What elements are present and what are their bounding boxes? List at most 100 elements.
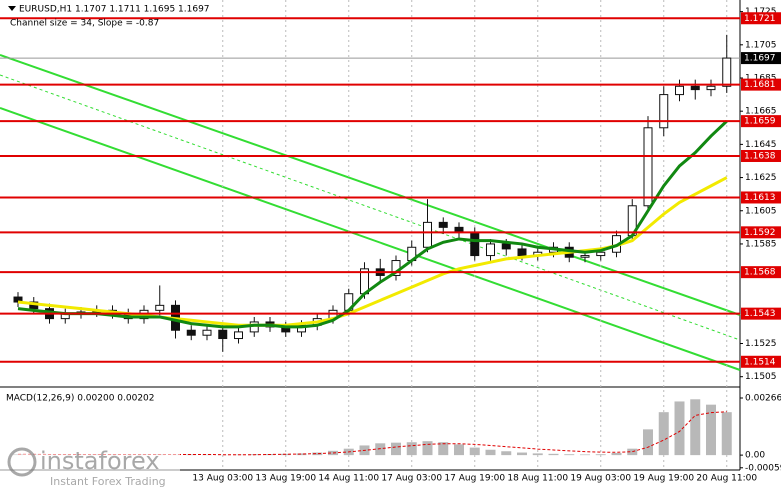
macd-bar	[438, 442, 449, 456]
candle-body	[596, 251, 606, 257]
macd-bar	[454, 444, 464, 456]
brand: instaforex	[40, 447, 160, 475]
symbol-title: EURUSD,H1 1.1707 1.1711 1.1695 1.1697	[19, 5, 210, 15]
macd-bar	[548, 453, 559, 456]
macd-bar	[517, 452, 527, 456]
candle-body	[722, 57, 732, 87]
x-tick-label: 14 Aug 11:00	[318, 474, 379, 484]
last-price-tag	[741, 52, 781, 65]
candle-body	[706, 85, 716, 91]
candle-body	[470, 231, 480, 257]
macd-bar	[422, 441, 433, 456]
macd-bar	[721, 412, 732, 456]
macd-bar	[485, 449, 496, 456]
logo-icon	[7, 447, 37, 477]
y-tick-label: 1.1665	[745, 107, 777, 117]
candle-body	[486, 243, 495, 257]
candle-body	[675, 85, 684, 96]
level-label: 1.1514	[744, 357, 776, 367]
level-tag	[741, 12, 781, 25]
level-label: 1.1721	[744, 14, 776, 24]
macd-bar	[643, 429, 653, 456]
candle-body	[297, 324, 306, 333]
level-tag	[741, 149, 781, 162]
macd-bar	[406, 442, 417, 456]
candle-body	[517, 248, 527, 257]
watermark-bg	[0, 442, 180, 489]
tagline: Instant Forex Trading	[50, 475, 166, 488]
x-tick-label: 13 Aug 19:00	[255, 474, 316, 484]
macd-bar	[501, 451, 512, 456]
channel-mid	[0, 74, 741, 341]
macd-tick-label: -0.00059	[745, 463, 781, 473]
macd-signal	[18, 411, 727, 456]
candle-body	[202, 329, 212, 336]
ma-fast	[17, 120, 728, 329]
candle-body	[580, 255, 590, 258]
y-tick-label: 1.1585	[745, 239, 777, 249]
x-tick-label: 19 Aug 19:00	[633, 474, 694, 484]
macd-bar	[658, 412, 669, 456]
macd-bar	[595, 454, 606, 456]
level-tag	[741, 78, 781, 91]
y-tick-label: 1.1645	[745, 140, 777, 150]
level-tag	[741, 355, 781, 368]
candle-body	[218, 329, 228, 340]
watermark: instaforex Instant Forex Trading	[0, 442, 180, 489]
y-tick-label: 1.1605	[745, 206, 777, 216]
x-tick-label: 17 Aug 19:00	[444, 474, 505, 484]
x-tick-label: 18 Aug 11:00	[507, 474, 568, 484]
candle-body	[155, 304, 165, 311]
y-tick-label: 1.1525	[745, 339, 777, 349]
macd-bar	[674, 401, 685, 456]
level-label: 1.1568	[744, 268, 776, 278]
channel-lower	[0, 107, 741, 371]
macd-bar	[627, 448, 638, 456]
candle-body	[690, 85, 700, 91]
level-label: 1.1613	[744, 193, 776, 203]
macd-bar	[706, 404, 716, 456]
menu-arrow	[8, 6, 16, 11]
macd-bar	[375, 443, 386, 456]
candle-body	[659, 94, 669, 129]
level-tag	[741, 307, 781, 320]
level-tag	[741, 226, 781, 239]
candle-body	[423, 221, 432, 248]
candle-body	[438, 221, 448, 228]
y-tick-label: 1.1625	[745, 173, 777, 183]
level-label: 1.1681	[744, 80, 776, 90]
x-tick-label: 13 Aug 03:00	[192, 474, 253, 484]
macd-bar	[469, 447, 480, 456]
plot	[0, 17, 740, 456]
macd-bar	[564, 454, 575, 456]
macd-tick-label: 0.00266	[745, 394, 781, 404]
candle-body	[186, 329, 196, 336]
macd-bar	[312, 452, 323, 456]
level-tag	[741, 266, 781, 279]
level-tag	[741, 191, 781, 204]
x-tick-label: 20 Aug 11:00	[696, 474, 757, 484]
y-tick-label: 1.1705	[745, 40, 777, 50]
axis-labels: 1.1725 1.1705 1.1685 1.1665 1.1645 1.1625 1.16…	[192, 7, 781, 484]
level-label: 1.1659	[744, 117, 776, 127]
y-tick-label: 1.1685	[745, 73, 777, 83]
macd-bar	[186, 454, 197, 456]
macd-bar	[580, 454, 590, 456]
candle-body	[501, 243, 511, 250]
macd-bar	[296, 453, 307, 456]
level-label: 1.1592	[744, 228, 776, 238]
last-price-label: 1.1697	[744, 54, 776, 64]
level-tag	[741, 115, 781, 128]
macd-label: MACD(12,26,9) 0.00200 0.00202	[6, 394, 155, 404]
x-tick-label: 17 Aug 03:00	[381, 474, 442, 484]
y-tick-label: 1.1725	[745, 7, 777, 17]
channel-info: Channel size = 34, Slope = -0.87	[10, 19, 159, 29]
candle-body	[234, 331, 243, 340]
macd-bar	[690, 399, 701, 456]
level-label: 1.1543	[744, 309, 776, 319]
macd-bar	[611, 452, 622, 456]
macd-bar	[391, 442, 401, 456]
y-tick-label: 1.1505	[745, 372, 777, 382]
